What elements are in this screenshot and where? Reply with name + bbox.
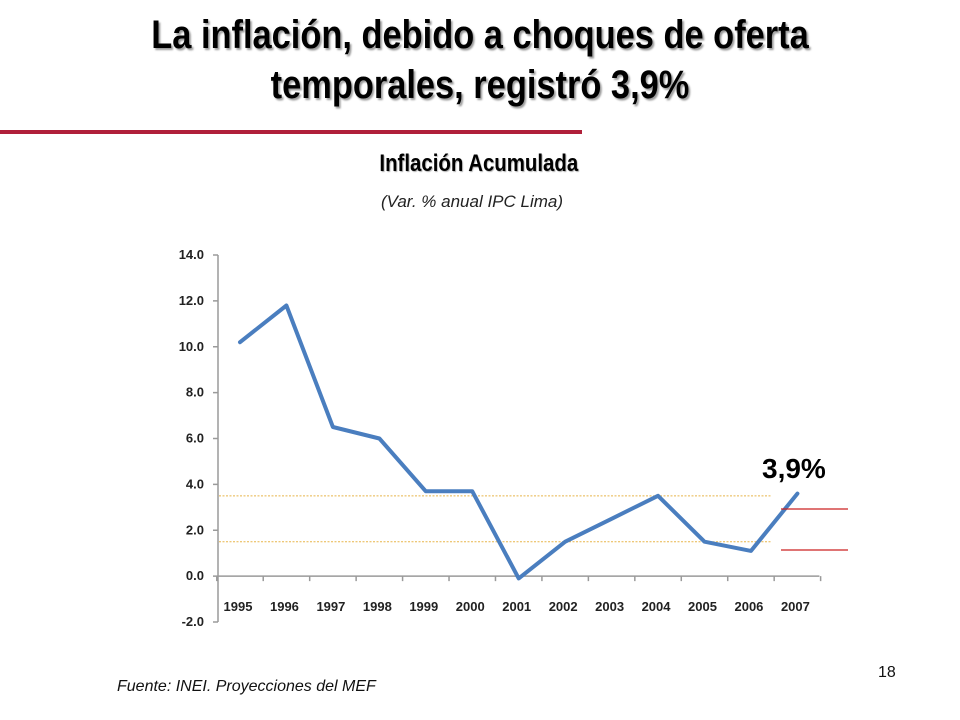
x-tick-label: 2000	[456, 599, 485, 614]
slide-title-line2: temporales, registró 3,9%	[270, 63, 690, 107]
x-tick-label: 2004	[642, 599, 672, 614]
slide-title-line1: La inflación, debido a choques de oferta	[151, 13, 809, 57]
slide-title: La inflación, debido a choques de oferta…	[67, 10, 893, 110]
page-number: 18	[878, 664, 896, 681]
x-tick-label: 1999	[409, 599, 438, 614]
y-tick-label: 6.0	[186, 431, 204, 446]
y-tick-label: 0.0	[186, 568, 204, 583]
x-tick-label: 1998	[363, 599, 392, 614]
y-tick-label: 2.0	[186, 522, 204, 537]
y-tick-label: 10.0	[179, 339, 204, 354]
x-tick-label: 2006	[734, 599, 763, 614]
x-tick-label: 2007	[781, 599, 810, 614]
source-note: Fuente: INEI. Proyecciones del MEF	[117, 678, 376, 695]
x-tick-label: 2002	[549, 599, 578, 614]
inflation-series-line	[238, 303, 800, 581]
title-divider	[0, 130, 582, 134]
y-tick-label: 12.0	[179, 293, 204, 308]
chart-title: Inflación Acumulada	[379, 150, 579, 177]
x-tick-label: 1996	[270, 599, 299, 614]
x-tick-label: 2005	[688, 599, 717, 614]
y-tick-label: -2.0	[182, 614, 204, 629]
x-tick-label: 1997	[316, 599, 345, 614]
y-tick-label: 14.0	[179, 247, 204, 262]
chart-subtitle: (Var. % anual IPC Lima)	[380, 192, 564, 211]
annotation-label: 3,9%	[762, 453, 826, 484]
y-tick-label: 4.0	[186, 476, 204, 491]
y-tick-label: 8.0	[186, 385, 204, 400]
x-tick-label: 2003	[595, 599, 624, 614]
x-tick-label: 1995	[224, 599, 253, 614]
x-tick-label: 2001	[502, 599, 531, 614]
